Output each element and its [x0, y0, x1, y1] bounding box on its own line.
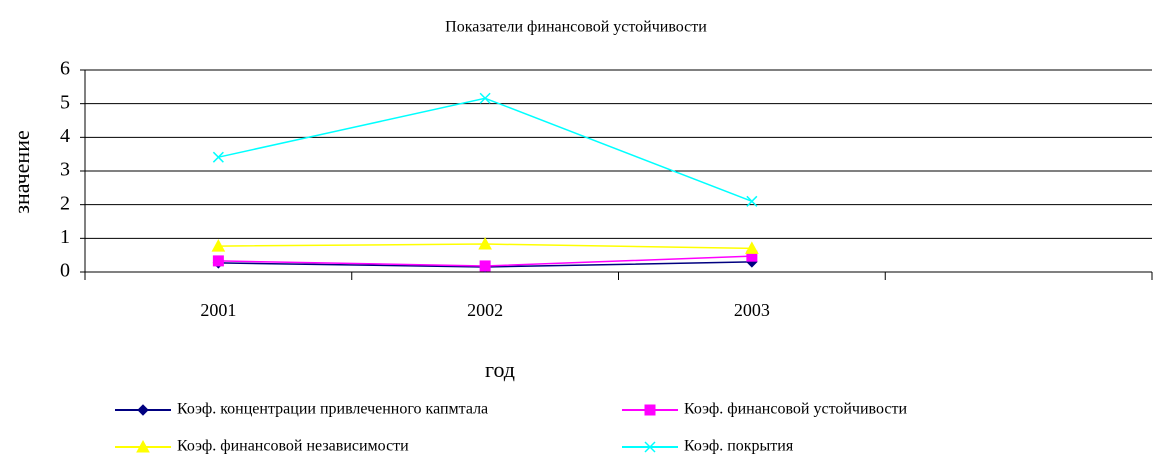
chart-title: Показатели финансовой устойчивости [445, 19, 707, 36]
data-point [746, 195, 758, 207]
data-point [212, 255, 224, 267]
data-point [745, 241, 759, 254]
y-axis-label: значение [9, 130, 34, 214]
y-tick-label: 6 [60, 58, 70, 80]
data-point [478, 237, 492, 250]
legend-label: Коэф. финансовой устойчивости [684, 401, 907, 418]
y-tick-label: 1 [60, 226, 70, 248]
legend-label: Коэф. концентрации привлеченного капмтал… [177, 401, 488, 418]
x-tick-label: 2002 [467, 300, 503, 320]
x-tick-label: 2003 [734, 300, 770, 320]
legend-label: Коэф. покрытия [684, 438, 794, 455]
y-tick-label: 0 [60, 260, 70, 282]
y-tick-label: 4 [60, 125, 70, 147]
legend-marker [644, 441, 656, 453]
y-tick-label: 2 [60, 192, 70, 214]
data-point [212, 151, 224, 163]
legend-marker [644, 404, 656, 416]
legend-label: Коэф. финансовой независимости [177, 438, 409, 455]
data-point [479, 260, 491, 272]
x-axis-label: год [485, 357, 515, 382]
legend-marker [136, 439, 150, 453]
legend-marker [137, 404, 149, 416]
data-point [479, 92, 491, 104]
data-point [211, 239, 226, 252]
y-tick-label: 5 [60, 91, 70, 113]
series-line [218, 97, 753, 202]
x-tick-label: 2001 [200, 300, 236, 320]
y-tick-label: 3 [60, 159, 70, 181]
